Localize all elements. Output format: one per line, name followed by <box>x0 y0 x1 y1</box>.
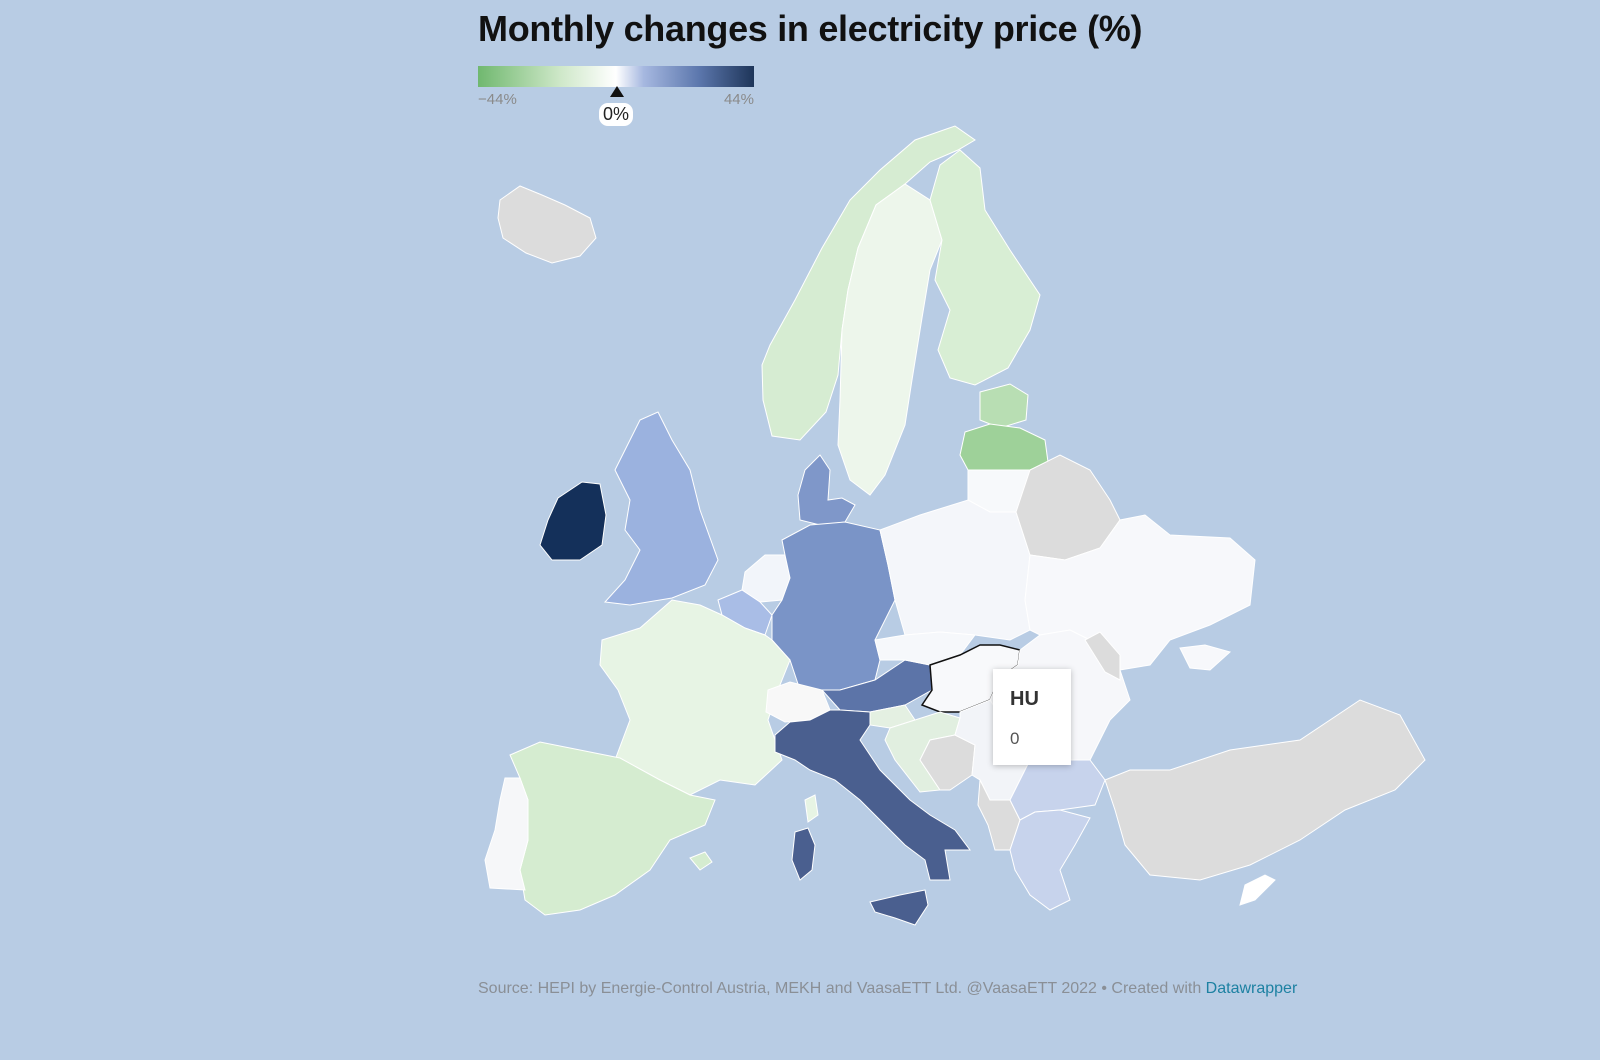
country-estonia[interactable] <box>979 383 1029 429</box>
country-italy[interactable] <box>774 709 971 881</box>
legend-marker-label: 0% <box>599 103 634 126</box>
country-sweden[interactable] <box>837 183 943 496</box>
country-sardinia[interactable] <box>791 827 816 881</box>
country-cyprus[interactable] <box>1239 874 1276 906</box>
country-latvia[interactable] <box>959 423 1049 471</box>
country-ireland[interactable] <box>539 481 607 561</box>
legend-gradient-bar <box>478 66 754 87</box>
legend-max-label: 44% <box>723 91 754 108</box>
country-turkey[interactable] <box>1104 699 1426 881</box>
tooltip-value: 0 <box>1010 729 1020 748</box>
country-moldova[interactable] <box>1084 631 1121 681</box>
country-finland[interactable] <box>929 149 1041 386</box>
source-text: Source: HEPI by Energie-Control Austria,… <box>478 980 1206 997</box>
country-greece[interactable] <box>1009 809 1091 911</box>
datawrapper-link[interactable]: Datawrapper <box>1205 980 1298 997</box>
tooltip-country-code: HU <box>1010 688 1039 710</box>
country-germany[interactable] <box>771 521 896 691</box>
country-tooltip: HU 0 <box>993 669 1071 765</box>
color-legend: −44% 44% 0% <box>478 66 754 136</box>
source-note: Source: HEPI by Energie-Control Austria,… <box>478 980 1297 998</box>
country-portugal[interactable] <box>484 777 529 891</box>
country-bulgaria[interactable] <box>1009 759 1106 821</box>
country-france[interactable] <box>599 599 791 796</box>
country-sicily[interactable] <box>869 889 929 926</box>
country-uk[interactable] <box>603 411 719 606</box>
country-corsica[interactable] <box>804 794 819 823</box>
country-balearics[interactable] <box>689 851 713 871</box>
legend-marker-triangle <box>610 86 624 97</box>
country-crimea[interactable] <box>1179 644 1232 671</box>
country-denmark[interactable] <box>797 454 856 526</box>
map-title: Monthly changes in electricity price (%) <box>478 8 1143 49</box>
legend-min-label: −44% <box>478 91 517 108</box>
country-iceland[interactable] <box>497 185 597 264</box>
country-poland[interactable] <box>879 499 1031 641</box>
